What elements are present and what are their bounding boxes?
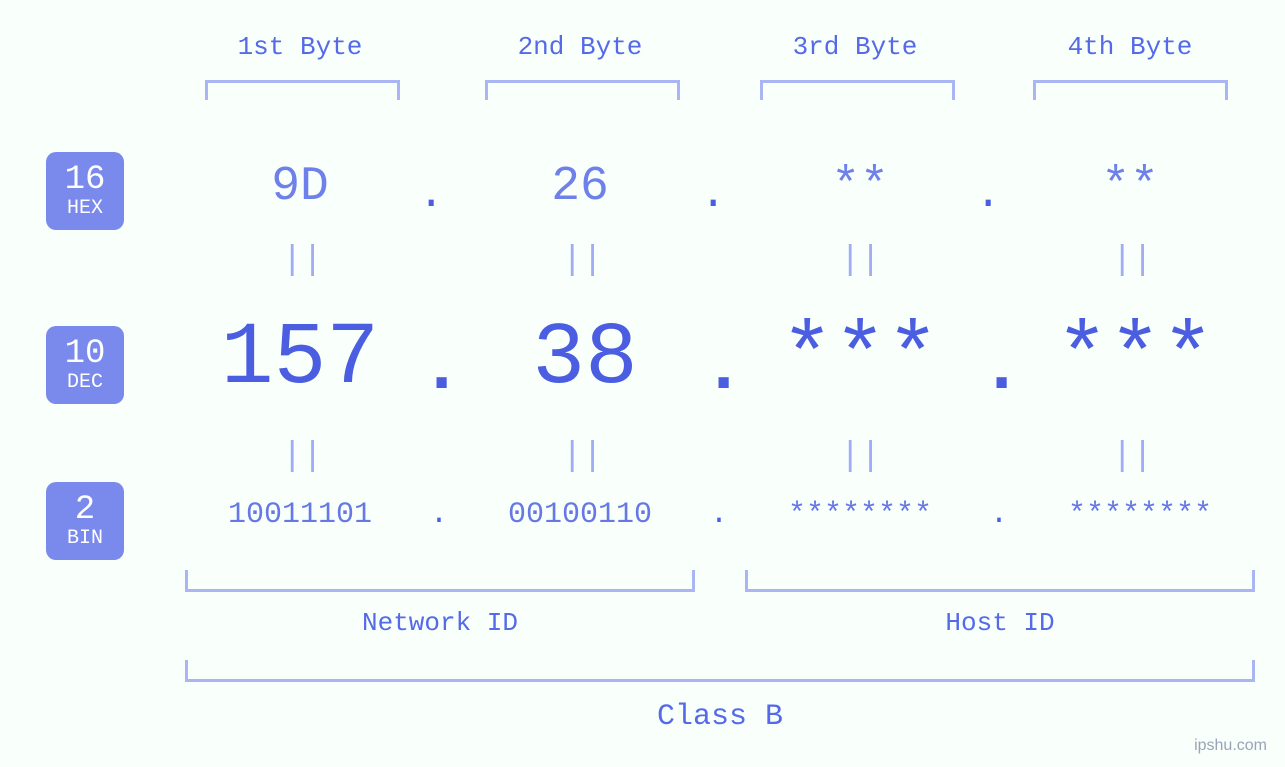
equals-1-1: ||: [282, 242, 322, 280]
hex-dot-2: .: [700, 170, 726, 220]
equals-2-3: ||: [840, 438, 880, 476]
equals-2-1: ||: [282, 438, 322, 476]
badge-dec: 10 DEC: [46, 326, 124, 404]
dec-dot-3: .: [980, 328, 1023, 410]
badge-dec-label: DEC: [46, 372, 124, 393]
badge-bin-num: 2: [46, 493, 124, 529]
bracket-top-3: [760, 80, 955, 100]
bracket-top-4: [1033, 80, 1228, 100]
equals-1-3: ||: [840, 242, 880, 280]
label-class: Class B: [610, 700, 830, 734]
label-host-id: Host ID: [890, 608, 1110, 638]
label-network-id: Network ID: [330, 608, 550, 638]
badge-bin: 2 BIN: [46, 482, 124, 560]
hex-byte-1: 9D: [230, 160, 370, 214]
equals-2-4: ||: [1112, 438, 1152, 476]
bin-byte-2: 00100110: [460, 498, 700, 532]
equals-2-2: ||: [562, 438, 602, 476]
hex-byte-3: **: [790, 160, 930, 214]
badge-hex: 16 HEX: [46, 152, 124, 230]
badge-hex-num: 16: [46, 163, 124, 199]
badge-hex-label: HEX: [46, 198, 124, 219]
badge-bin-label: BIN: [46, 528, 124, 549]
dec-byte-4: ***: [1025, 310, 1245, 409]
bracket-network: [185, 570, 695, 592]
ip-diagram: 1st Byte 2nd Byte 3rd Byte 4th Byte 16 H…: [0, 0, 1285, 767]
bracket-top-1: [205, 80, 400, 100]
bin-byte-3: ********: [740, 498, 980, 532]
dec-dot-2: .: [702, 328, 745, 410]
dec-dot-1: .: [420, 328, 463, 410]
header-byte-4: 4th Byte: [1030, 32, 1230, 62]
bin-byte-4: ********: [1020, 498, 1260, 532]
bin-dot-2: .: [710, 498, 728, 532]
equals-1-4: ||: [1112, 242, 1152, 280]
header-byte-1: 1st Byte: [200, 32, 400, 62]
bin-dot-1: .: [430, 498, 448, 532]
hex-byte-2: 26: [510, 160, 650, 214]
header-byte-3: 3rd Byte: [755, 32, 955, 62]
bin-dot-3: .: [990, 498, 1008, 532]
hex-byte-4: **: [1060, 160, 1200, 214]
dec-byte-3: ***: [750, 310, 970, 409]
bracket-top-2: [485, 80, 680, 100]
equals-1-2: ||: [562, 242, 602, 280]
bracket-class: [185, 660, 1255, 682]
bracket-host: [745, 570, 1255, 592]
hex-dot-3: .: [975, 170, 1001, 220]
dec-byte-1: 157: [180, 310, 420, 409]
watermark: ipshu.com: [1194, 737, 1267, 755]
bin-byte-1: 10011101: [180, 498, 420, 532]
header-byte-2: 2nd Byte: [480, 32, 680, 62]
dec-byte-2: 38: [475, 310, 695, 409]
hex-dot-1: .: [418, 170, 444, 220]
badge-dec-num: 10: [46, 337, 124, 373]
